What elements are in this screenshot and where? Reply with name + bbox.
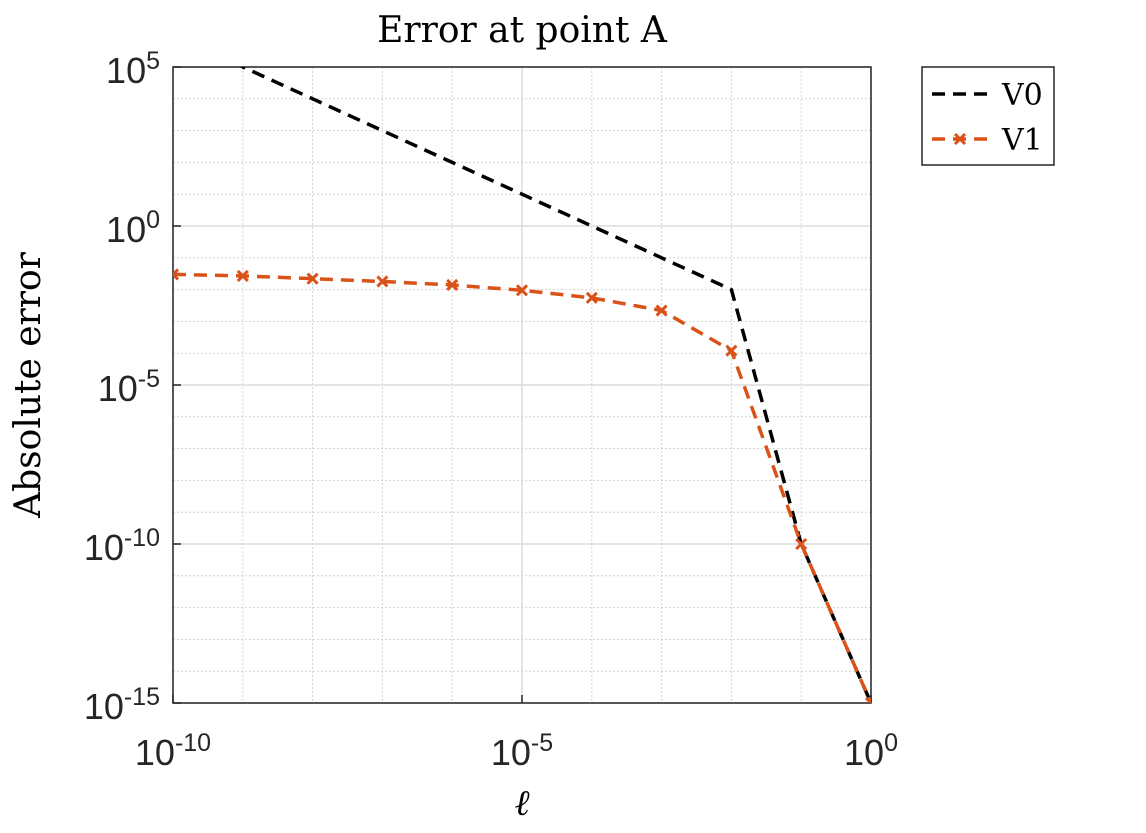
x-tick-label: 100 [844, 729, 898, 773]
legend-label-v0: V0 [1001, 78, 1043, 113]
legend-marker-v1 [953, 132, 967, 146]
series-layer [173, 67, 871, 703]
data-point-v1 [725, 344, 738, 357]
data-point-v1 [173, 268, 180, 281]
y-tick-label: 105 [106, 47, 160, 91]
y-tick-label: 10-10 [84, 524, 160, 568]
x-tick-label: 10-10 [135, 729, 211, 773]
data-point-v1 [585, 291, 598, 304]
legend-box [921, 66, 1055, 166]
chart-title: Error at point A [377, 10, 668, 51]
data-point-v1 [795, 537, 808, 551]
data-point-v1 [236, 269, 249, 282]
legend-label-v1: V1 [1001, 123, 1043, 158]
y-axis-label: Absolute error [8, 251, 49, 519]
y-tick-label: 100 [106, 206, 160, 250]
series-line-v0 [240, 67, 871, 703]
legend: V0 V1 [921, 66, 1055, 166]
data-point-v1 [446, 278, 459, 292]
y-tick-labels: 105 100 10-5 10-10 10-15 [84, 47, 160, 727]
series-line-v1 [173, 272, 871, 703]
y-tick-label: 10-5 [98, 365, 160, 409]
data-point-v1 [515, 284, 529, 297]
data-point-v1 [864, 696, 871, 703]
x-axis-label: ℓ [515, 783, 530, 824]
grid [172, 66, 872, 704]
x-tick-label: 10-5 [491, 729, 553, 773]
data-point-v1 [376, 275, 389, 288]
data-point-v1 [306, 272, 319, 285]
y-tick-label: 10-15 [84, 683, 160, 727]
x-tick-labels: 10-10 10-5 100 [135, 729, 898, 773]
data-point-v1 [655, 304, 668, 317]
